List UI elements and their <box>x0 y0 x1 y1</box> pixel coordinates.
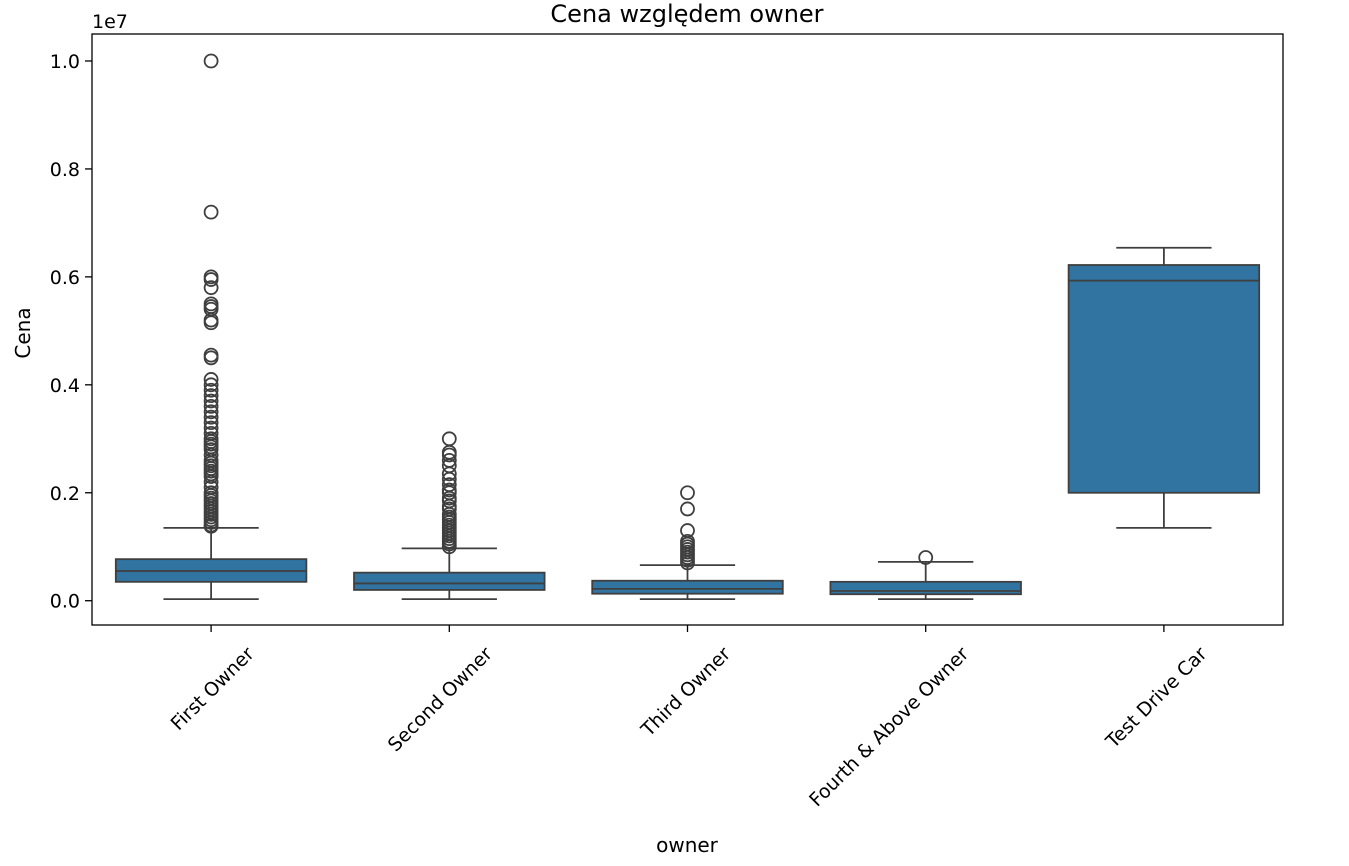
outlier-point <box>441 466 457 482</box>
x-tick-label: First Owner <box>167 643 259 735</box>
y-tick-label: 0.4 <box>50 375 80 397</box>
box-iqr <box>1067 264 1261 494</box>
x-tick-label: Test Drive Car <box>1101 643 1211 753</box>
outlier-point <box>203 415 219 431</box>
x-tick-label: Third Owner <box>636 643 735 742</box>
outlier-point <box>203 350 219 366</box>
y-tick-label: 0.2 <box>50 483 80 505</box>
outlier-point <box>203 388 219 404</box>
x-axis-label: owner <box>656 833 719 857</box>
outlier-point <box>203 399 219 414</box>
outlier-point <box>203 372 219 387</box>
plot-area <box>114 53 1261 600</box>
outlier-point <box>203 404 219 420</box>
outlier-point <box>203 53 219 69</box>
box-iqr <box>353 571 546 591</box>
outlier-point <box>203 382 219 398</box>
y-tick-label: 0.8 <box>50 159 80 181</box>
outlier-point <box>203 469 219 484</box>
outlier-point <box>203 280 219 296</box>
y-axis-offset-label: 1e7 <box>92 11 128 33</box>
box-iqr <box>829 580 1022 596</box>
outlier-point <box>918 550 934 565</box>
outlier-point <box>203 393 219 409</box>
chart-title: Cena względem owner <box>550 0 823 28</box>
box-iqr <box>591 579 784 595</box>
outlier-point <box>441 539 457 555</box>
box-group <box>1067 246 1261 529</box>
x-tick-label: Second Owner <box>384 643 497 756</box>
outlier-point <box>680 485 695 501</box>
outlier-point <box>680 555 695 571</box>
y-tick-label: 0.6 <box>50 267 80 289</box>
y-tick-label: 1.0 <box>50 51 80 73</box>
outlier-point <box>203 377 219 393</box>
box-group <box>591 485 784 600</box>
outlier-point <box>203 315 219 331</box>
x-tick-label: Fourth & Above Owner <box>805 643 973 811</box>
box-group <box>114 53 308 600</box>
box-group <box>353 431 546 600</box>
outlier-point <box>203 272 219 287</box>
outlier-point <box>203 204 219 220</box>
outlier-point <box>203 409 219 425</box>
y-axis-label: Cena <box>11 307 35 358</box>
box-group <box>829 550 1022 600</box>
outlier-point <box>680 501 695 517</box>
y-tick-label: 0.0 <box>50 591 80 613</box>
outlier-point <box>441 431 457 447</box>
outlier-point <box>203 518 219 534</box>
outlier-point <box>441 447 457 463</box>
